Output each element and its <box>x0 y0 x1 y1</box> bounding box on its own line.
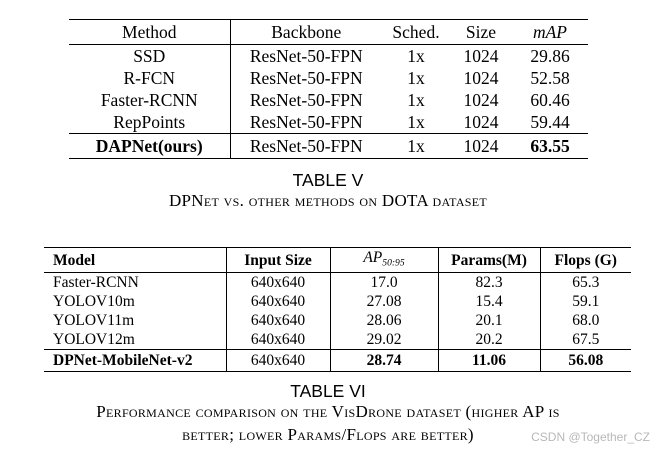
cell-params: 82.3 <box>437 272 540 293</box>
header-input-size: Input Size <box>225 247 330 274</box>
table-header-row: Method Backbone Sched. Size mAP <box>69 19 588 45</box>
table-row: R-FCN ResNet-50-FPN 1x 1024 52.58 <box>69 67 588 89</box>
table-row: YOLOV12m 640x640 29.02 20.2 67.5 <box>44 330 631 350</box>
cell-method: RepPoints <box>113 112 186 132</box>
cell-input-size: 640x640 <box>225 292 330 312</box>
cell-ap: 29.02 <box>329 330 438 350</box>
cell-flops: 65.3 <box>539 272 631 293</box>
cell-flops: 68.0 <box>539 311 631 331</box>
cell-backbone: ResNet-50-FPN <box>229 89 382 111</box>
table-row: Faster-RCNN ResNet-50-FPN 1x 1024 60.46 <box>69 89 588 111</box>
cell-ap: 27.08 <box>329 292 438 312</box>
cell-sched: 1x <box>382 133 450 159</box>
cell-map: 29.86 <box>530 46 570 66</box>
cell-backbone: ResNet-50-FPN <box>229 67 382 89</box>
cell-flops: 56.08 <box>539 349 631 372</box>
cell-map: 60.46 <box>530 90 570 110</box>
cell-params: 20.2 <box>437 330 540 350</box>
cell-backbone: ResNet-50-FPN <box>229 44 382 67</box>
table-row-highlight: DPNet-MobileNet-v2 640x640 28.74 11.06 5… <box>44 349 631 372</box>
table-header-row: Model Input Size AP50:95 Params(M) Flops… <box>44 247 631 274</box>
cell-map: 63.55 <box>512 133 588 159</box>
watermark: CSDN @Together_CZ <box>531 430 650 444</box>
table-vi-label: TABLE VI <box>290 381 366 401</box>
header-size: Size <box>450 19 512 45</box>
cell-method: SSD <box>133 46 166 66</box>
cell-params: 15.4 <box>437 292 540 312</box>
header-ap-subscript: 50:95 <box>382 257 405 269</box>
cell-ap: 28.06 <box>329 311 438 331</box>
cell-map: 59.44 <box>530 112 570 132</box>
header-method: Method <box>69 19 230 45</box>
table-vi-caption-line2: better; lower Params/Flops are better) <box>182 425 474 444</box>
header-ap-text: AP <box>363 249 383 266</box>
table-v: Method Backbone Sched. Size mAP SSD ResN… <box>69 19 588 159</box>
cell-size: 1024 <box>463 68 499 88</box>
table-row-highlight: DAPNet(ours) ResNet-50-FPN 1x 1024 63.55 <box>69 133 588 159</box>
table-v-label: TABLE V <box>292 170 364 190</box>
header-params: Params(M) <box>437 247 540 274</box>
cell-sched: 1x <box>407 46 425 66</box>
cell-model: DPNet-MobileNet-v2 <box>44 349 226 372</box>
table-v-caption: DPNet vs. other methods on DOTA dataset <box>168 191 488 210</box>
cell-input-size: 640x640 <box>225 349 330 372</box>
cell-model: YOLOV12m <box>53 331 135 349</box>
header-sched: Sched. <box>382 19 450 45</box>
cell-map: 52.58 <box>530 68 570 88</box>
cell-method: R-FCN <box>123 68 176 88</box>
table-row: Faster-RCNN 640x640 17.0 82.3 65.3 <box>44 272 631 293</box>
cell-sched: 1x <box>407 90 425 110</box>
cell-input-size: 640x640 <box>225 311 330 331</box>
cell-sched: 1x <box>407 112 425 132</box>
cell-size: 1024 <box>463 90 499 110</box>
cell-input-size: 640x640 <box>225 330 330 350</box>
cell-params: 11.06 <box>437 349 540 372</box>
cell-size: 1024 <box>450 133 512 159</box>
cell-sched: 1x <box>407 68 425 88</box>
cell-model: Faster-RCNN <box>53 274 139 292</box>
cell-input-size: 640x640 <box>225 272 330 293</box>
cell-size: 1024 <box>463 46 499 66</box>
cell-flops: 67.5 <box>539 330 631 350</box>
cell-model: YOLOV10m <box>53 293 135 311</box>
cell-flops: 59.1 <box>539 292 631 312</box>
header-model: Model <box>44 247 226 274</box>
cell-params: 20.1 <box>437 311 540 331</box>
table-row: YOLOV11m 640x640 28.06 20.1 68.0 <box>44 311 631 331</box>
header-ap: AP50:95 <box>329 247 438 274</box>
table-vi-caption-line1: Performance comparison on the VisDrone d… <box>96 402 560 421</box>
table-vi: Model Input Size AP50:95 Params(M) Flops… <box>44 247 631 373</box>
header-flops: Flops (G) <box>539 247 631 274</box>
header-map: mAP <box>512 19 588 45</box>
cell-method: Faster-RCNN <box>100 90 198 110</box>
cell-method: DAPNet(ours) <box>69 133 230 159</box>
cell-model: YOLOV11m <box>53 312 135 330</box>
table-row: SSD ResNet-50-FPN 1x 1024 29.86 <box>69 44 588 67</box>
cell-ap: 17.0 <box>329 272 438 293</box>
table-row: RepPoints ResNet-50-FPN 1x 1024 59.44 <box>69 111 588 134</box>
table-row: YOLOV10m 640x640 27.08 15.4 59.1 <box>44 292 631 312</box>
cell-backbone: ResNet-50-FPN <box>229 133 382 159</box>
cell-backbone: ResNet-50-FPN <box>229 111 382 134</box>
cell-size: 1024 <box>463 112 499 132</box>
cell-ap: 28.74 <box>329 349 438 372</box>
header-backbone: Backbone <box>229 19 382 45</box>
